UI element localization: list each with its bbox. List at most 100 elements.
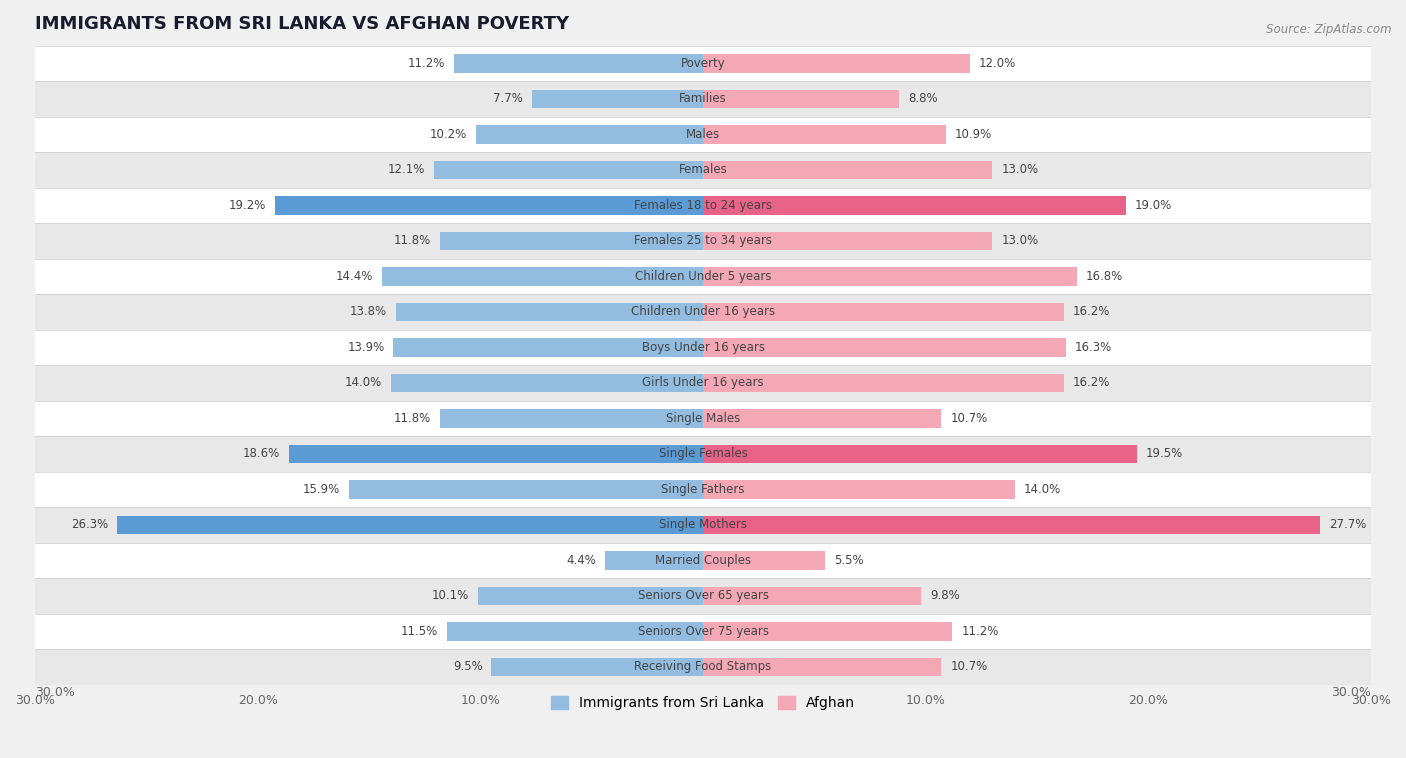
Bar: [276, 196, 703, 215]
Bar: [703, 267, 1077, 286]
Bar: [288, 445, 703, 463]
Text: Single Males: Single Males: [666, 412, 740, 425]
Bar: [703, 551, 825, 569]
Text: 13.8%: 13.8%: [350, 305, 387, 318]
Text: Single Fathers: Single Fathers: [661, 483, 745, 496]
Bar: [478, 587, 703, 605]
Text: Receiving Food Stamps: Receiving Food Stamps: [634, 660, 772, 673]
Bar: [35, 365, 1371, 401]
Bar: [703, 480, 1015, 499]
Text: Children Under 16 years: Children Under 16 years: [631, 305, 775, 318]
Bar: [703, 54, 970, 73]
Bar: [703, 445, 1137, 463]
Bar: [35, 543, 1371, 578]
Text: 8.8%: 8.8%: [908, 92, 938, 105]
Bar: [35, 258, 1371, 294]
Bar: [703, 622, 952, 641]
Text: Girls Under 16 years: Girls Under 16 years: [643, 377, 763, 390]
Text: 15.9%: 15.9%: [302, 483, 340, 496]
Text: 11.2%: 11.2%: [408, 57, 444, 70]
Text: Males: Males: [686, 128, 720, 141]
Bar: [35, 614, 1371, 649]
Text: 16.2%: 16.2%: [1073, 377, 1109, 390]
Bar: [605, 551, 703, 569]
Bar: [440, 232, 703, 250]
Bar: [454, 54, 703, 73]
Text: 14.4%: 14.4%: [336, 270, 374, 283]
Bar: [35, 117, 1371, 152]
Text: 9.5%: 9.5%: [453, 660, 482, 673]
Bar: [35, 471, 1371, 507]
Bar: [395, 302, 703, 321]
Text: Seniors Over 75 years: Seniors Over 75 years: [637, 625, 769, 638]
Bar: [447, 622, 703, 641]
Bar: [117, 515, 703, 534]
Bar: [703, 125, 946, 143]
Text: 10.7%: 10.7%: [950, 412, 987, 425]
Bar: [703, 196, 1126, 215]
Text: 16.2%: 16.2%: [1073, 305, 1109, 318]
Text: 16.3%: 16.3%: [1076, 341, 1112, 354]
Bar: [703, 374, 1064, 392]
Bar: [35, 578, 1371, 614]
Bar: [703, 409, 941, 428]
Text: 26.3%: 26.3%: [72, 518, 108, 531]
Text: 10.1%: 10.1%: [432, 590, 470, 603]
Text: 10.9%: 10.9%: [955, 128, 991, 141]
Bar: [35, 330, 1371, 365]
Text: 7.7%: 7.7%: [492, 92, 523, 105]
Bar: [703, 515, 1320, 534]
Text: Females 25 to 34 years: Females 25 to 34 years: [634, 234, 772, 247]
Text: 11.2%: 11.2%: [962, 625, 998, 638]
Bar: [394, 338, 703, 356]
Text: Females: Females: [679, 164, 727, 177]
Text: 19.0%: 19.0%: [1135, 199, 1173, 212]
Text: 27.7%: 27.7%: [1329, 518, 1367, 531]
Bar: [35, 152, 1371, 188]
Bar: [703, 658, 941, 676]
Text: Source: ZipAtlas.com: Source: ZipAtlas.com: [1267, 23, 1392, 36]
Text: Boys Under 16 years: Boys Under 16 years: [641, 341, 765, 354]
Legend: Immigrants from Sri Lanka, Afghan: Immigrants from Sri Lanka, Afghan: [546, 691, 860, 716]
Text: Married Couples: Married Couples: [655, 554, 751, 567]
Bar: [703, 232, 993, 250]
Text: 11.8%: 11.8%: [394, 234, 432, 247]
Text: 4.4%: 4.4%: [567, 554, 596, 567]
Text: Females 18 to 24 years: Females 18 to 24 years: [634, 199, 772, 212]
Bar: [35, 294, 1371, 330]
Text: 18.6%: 18.6%: [243, 447, 280, 460]
Text: IMMIGRANTS FROM SRI LANKA VS AFGHAN POVERTY: IMMIGRANTS FROM SRI LANKA VS AFGHAN POVE…: [35, 15, 569, 33]
Bar: [475, 125, 703, 143]
Bar: [35, 507, 1371, 543]
Text: 14.0%: 14.0%: [344, 377, 382, 390]
Bar: [391, 374, 703, 392]
Text: 9.8%: 9.8%: [931, 590, 960, 603]
Bar: [35, 223, 1371, 258]
Bar: [703, 302, 1064, 321]
Bar: [35, 188, 1371, 223]
Bar: [35, 436, 1371, 471]
Bar: [703, 338, 1066, 356]
Text: 16.8%: 16.8%: [1085, 270, 1123, 283]
Text: 10.2%: 10.2%: [430, 128, 467, 141]
Text: 12.1%: 12.1%: [387, 164, 425, 177]
Text: 30.0%: 30.0%: [35, 687, 75, 700]
Bar: [382, 267, 703, 286]
Text: Families: Families: [679, 92, 727, 105]
Text: 19.5%: 19.5%: [1146, 447, 1184, 460]
Bar: [35, 401, 1371, 436]
Text: 5.5%: 5.5%: [834, 554, 865, 567]
Bar: [703, 161, 993, 179]
Bar: [703, 587, 921, 605]
Bar: [531, 89, 703, 108]
Bar: [440, 409, 703, 428]
Bar: [349, 480, 703, 499]
Bar: [433, 161, 703, 179]
Text: 30.0%: 30.0%: [1331, 687, 1371, 700]
Text: Children Under 5 years: Children Under 5 years: [634, 270, 772, 283]
Bar: [35, 45, 1371, 81]
Bar: [35, 649, 1371, 684]
Text: 13.0%: 13.0%: [1001, 164, 1039, 177]
Text: 11.5%: 11.5%: [401, 625, 439, 638]
Text: Seniors Over 65 years: Seniors Over 65 years: [637, 590, 769, 603]
